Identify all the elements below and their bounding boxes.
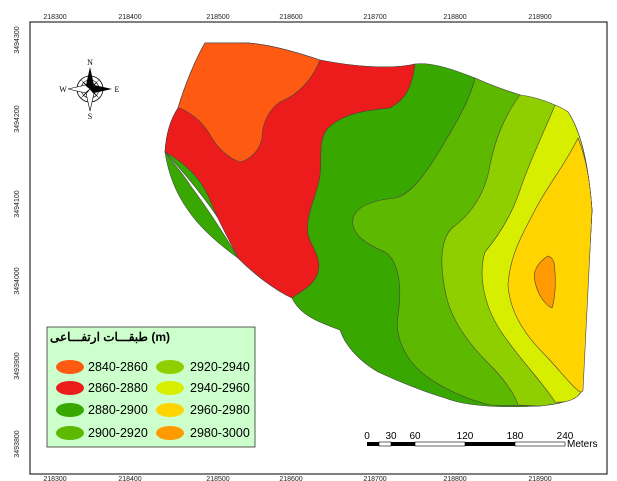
x-tick-label: 218300 [43, 14, 66, 21]
scale-seg [414, 441, 466, 447]
legend-label: 2880-2900 [88, 403, 148, 417]
y-tick-label: 3493800 [14, 430, 21, 457]
scale-bar: 0 30 60 120 180 240 Meters [364, 431, 597, 450]
legend-box [46, 326, 256, 448]
legend-swatch [156, 403, 184, 417]
legend-swatch [156, 426, 184, 440]
scale-seg [391, 442, 415, 446]
legend-swatch [56, 426, 84, 440]
scale-ticks: 0 30 60 120 180 240 [364, 431, 574, 442]
legend-items: 2840-2860 2860-2880 2880-2900 2900-2920 2920… [56, 360, 250, 440]
legend-label: 2840-2860 [88, 360, 148, 374]
compass-east-label: E [115, 85, 120, 94]
x-tick-label: 218900 [528, 476, 551, 481]
x-tick-label: 218800 [443, 14, 466, 21]
scale-seg [465, 442, 515, 446]
scale-tick-label: 180 [507, 431, 524, 442]
x-tick-label: 218600 [279, 14, 302, 21]
scale-tick-label: 30 [385, 431, 397, 442]
elevation-zones [164, 42, 593, 408]
y-tick-label: 3494200 [14, 105, 21, 132]
y-tick-label: 3494100 [14, 190, 21, 217]
scale-seg [367, 442, 379, 446]
x-tick-label: 218500 [206, 476, 229, 481]
y-tick-label: 3493900 [14, 352, 21, 379]
scale-units: Meters [567, 439, 598, 450]
x-tick-label: 218400 [118, 476, 141, 481]
scale-tick-label: 120 [457, 431, 474, 442]
legend-swatch [56, 381, 84, 395]
legend-label: 2940-2960 [190, 381, 250, 395]
map-frame [29, 21, 608, 475]
legend-swatch [56, 360, 84, 374]
y-tick-label: 3494300 [14, 26, 21, 53]
x-tick-label: 218800 [443, 476, 466, 481]
y-ticks-left: 3494300 3494200 3494100 3494000 3493900 … [14, 26, 21, 457]
x-ticks-top: 218300 218400 218500 218600 218700 21880… [43, 14, 551, 21]
zone-2980-3000 [533, 255, 556, 309]
legend-title: طبقـــات ارتفـــاعی (m) [50, 330, 170, 345]
x-tick-label: 218900 [528, 14, 551, 21]
compass-north-label: N [87, 58, 93, 67]
scale-tick-label: 0 [364, 431, 370, 442]
x-tick-label: 218700 [363, 14, 386, 21]
compass-south-label: S [88, 112, 92, 121]
x-tick-label: 218500 [206, 14, 229, 21]
x-tick-label: 218400 [118, 14, 141, 21]
scale-seg [378, 441, 392, 447]
legend-swatch [156, 381, 184, 395]
legend-swatch [156, 360, 184, 374]
legend-label: 2960-2980 [190, 403, 250, 417]
y-tick-label: 3494000 [14, 267, 21, 294]
legend: طبقـــات ارتفـــاعی (m) 2840-2860 2860-28… [46, 326, 256, 448]
scale-seg [514, 441, 566, 447]
scale-tick-label: 60 [409, 431, 421, 442]
zone-2880-2900-west [164, 151, 239, 259]
legend-swatch [56, 403, 84, 417]
legend-label: 2980-3000 [190, 426, 250, 440]
scale-tick-label: 240 [557, 431, 574, 442]
x-tick-label: 218700 [363, 476, 386, 481]
x-tick-label: 218300 [43, 476, 66, 481]
x-ticks-bottom: 218300 218400 218500 218600 218700 21880… [43, 476, 551, 481]
north-arrow-icon: N S E W [59, 58, 119, 121]
legend-label: 2900-2920 [88, 426, 148, 440]
zone-2840-2860 [177, 42, 321, 163]
legend-label: 2860-2880 [88, 381, 148, 395]
x-tick-label: 218600 [279, 476, 302, 481]
legend-label: 2920-2940 [190, 360, 250, 374]
compass-west-label: W [59, 85, 67, 94]
